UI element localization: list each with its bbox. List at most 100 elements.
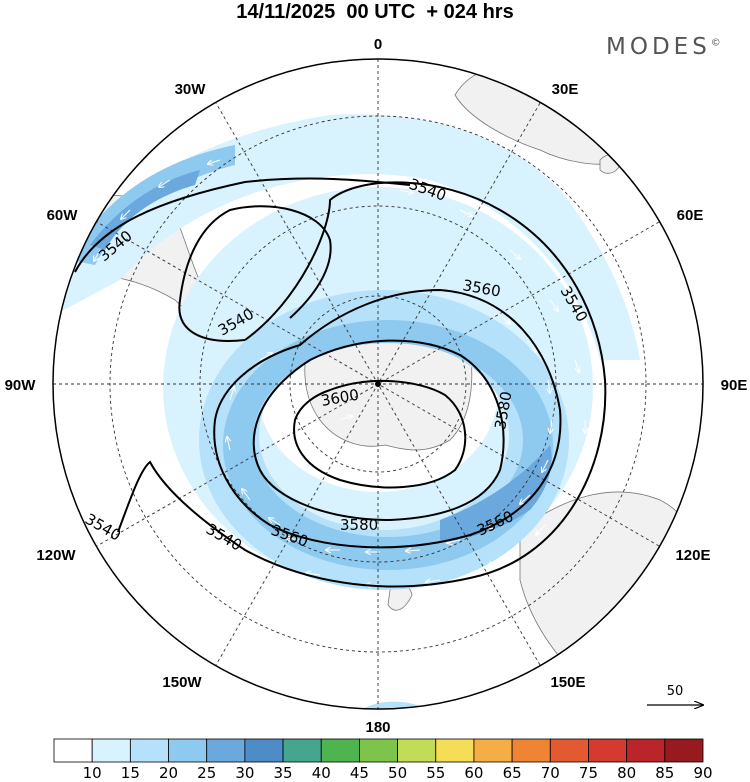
wind-arrow bbox=[488, 559, 501, 566]
reference-vector: 50 bbox=[647, 684, 703, 705]
colorbar-swatch bbox=[168, 738, 208, 763]
modes-logo-text: MODES bbox=[606, 34, 711, 60]
colorbar-label: 70 bbox=[541, 764, 560, 782]
wind-arrow bbox=[121, 209, 131, 219]
colorbar-label: 50 bbox=[388, 764, 407, 782]
lon-label-0: 0 bbox=[374, 36, 382, 53]
colorbar-label: 35 bbox=[274, 764, 293, 782]
wind-arrow bbox=[306, 573, 321, 575]
contour-3540-main bbox=[117, 181, 607, 588]
contour-3540-west bbox=[74, 177, 411, 273]
wind-arrow bbox=[447, 540, 461, 543]
pole-marker bbox=[375, 381, 381, 387]
wind-arrow bbox=[520, 494, 531, 504]
colorbar-swatch bbox=[626, 738, 666, 763]
colorbar-swatch bbox=[359, 738, 398, 763]
lon-label-150e: 150E bbox=[550, 674, 585, 691]
contour-3600 bbox=[293, 379, 467, 489]
colorbar-swatch bbox=[244, 738, 284, 763]
wind-arrow bbox=[478, 409, 480, 421]
wind-shade-jet-core bbox=[440, 445, 552, 540]
lon-label-60w: 60W bbox=[47, 207, 79, 224]
colorbar-swatch bbox=[511, 738, 551, 763]
wind-arrow bbox=[286, 538, 301, 540]
wind-arrow bbox=[242, 489, 251, 501]
colorbar-label: 30 bbox=[235, 764, 254, 782]
colorbar-swatch bbox=[53, 738, 93, 763]
contour-3540-loop bbox=[178, 205, 332, 342]
colorbar-swatch bbox=[91, 738, 131, 763]
wind-arrow bbox=[550, 419, 552, 433]
wind-arrow bbox=[399, 190, 413, 193]
colorbar: 10 15 20 25 30 35 40 45 50 55 60 65 70 75 80 85 90 bbox=[53, 738, 713, 782]
land-australia bbox=[519, 491, 703, 693]
colorbar-swatch bbox=[320, 738, 360, 763]
wind-arrow bbox=[570, 479, 576, 492]
lon-label-60e: 60E bbox=[677, 207, 704, 224]
colorbar-label: 15 bbox=[121, 764, 140, 782]
wind-arrow bbox=[279, 192, 293, 195]
lon-label-30w: 30W bbox=[175, 81, 207, 98]
lon-label-90e: 90E bbox=[721, 377, 748, 394]
wind-arrow bbox=[529, 339, 536, 352]
lon-label-120w: 120W bbox=[36, 547, 76, 564]
colorbar-swatch bbox=[473, 738, 513, 763]
wind-arrow bbox=[509, 249, 520, 259]
wind-arrow bbox=[339, 416, 352, 421]
wind-arrow bbox=[548, 379, 550, 393]
wind-arrow bbox=[259, 353, 272, 361]
wind-arrow bbox=[229, 387, 234, 401]
colorbar-label: 85 bbox=[655, 764, 674, 782]
wind-arrow bbox=[536, 524, 546, 535]
colorbar-label: 90 bbox=[693, 764, 712, 782]
colorbar-swatch bbox=[588, 738, 628, 763]
reference-vector-value: 50 bbox=[667, 684, 684, 699]
wind-speed-shading bbox=[53, 114, 640, 709]
colorbar-label: 60 bbox=[464, 764, 483, 782]
lon-label-30e: 30E bbox=[552, 81, 579, 98]
colorbar-swatch bbox=[129, 738, 169, 763]
colorbar-label: 75 bbox=[579, 764, 598, 782]
map-title: 14/11/2025 00 UTC + 024 hrs bbox=[236, 1, 514, 23]
lon-label-180: 180 bbox=[365, 719, 390, 736]
colorbar-label: 25 bbox=[197, 764, 216, 782]
height-contours bbox=[74, 177, 607, 588]
wind-arrow bbox=[269, 518, 281, 526]
colorbar-swatch bbox=[282, 738, 322, 763]
colorbar-label: 55 bbox=[426, 764, 445, 782]
wind-shade-west-core bbox=[90, 170, 200, 250]
wind-arrow bbox=[574, 359, 579, 372]
contour-label: 3580 bbox=[340, 516, 378, 534]
lon-label-150w: 150W bbox=[162, 674, 202, 691]
longitude-labels: 0 30E 60E 90E 120E 150E 180 150W 120W 90… bbox=[5, 36, 748, 736]
modes-logo: MODES© bbox=[606, 34, 721, 60]
wind-arrow bbox=[499, 314, 510, 324]
colorbar-label: 10 bbox=[83, 764, 102, 782]
wind-arrow bbox=[459, 209, 472, 216]
colorbar-label: 45 bbox=[350, 764, 369, 782]
colorbar-swatch bbox=[549, 738, 589, 763]
wind-arrow bbox=[549, 299, 558, 311]
colorbar-label: 65 bbox=[503, 764, 522, 782]
map-border bbox=[52, 58, 704, 710]
wind-arrow bbox=[406, 550, 421, 551]
colorbar-swatch bbox=[435, 738, 475, 763]
wind-arrow bbox=[94, 249, 101, 261]
wind-arrow bbox=[208, 159, 221, 164]
wind-arrow bbox=[542, 459, 549, 472]
colorbar-label: 40 bbox=[312, 764, 331, 782]
colorbar-label: 20 bbox=[159, 764, 178, 782]
lon-label-90w: 90W bbox=[5, 377, 37, 394]
contour-3560 bbox=[213, 288, 562, 549]
wind-arrow bbox=[159, 179, 171, 187]
wind-arrow bbox=[426, 580, 441, 582]
contour-3580 bbox=[252, 339, 505, 522]
colorbar-swatch bbox=[397, 738, 437, 763]
copyright-mark: © bbox=[710, 37, 721, 49]
lon-label-120e: 120E bbox=[675, 547, 710, 564]
wind-arrow bbox=[227, 437, 230, 451]
colorbar-swatch bbox=[206, 738, 246, 763]
colorbar-swatch bbox=[664, 738, 704, 763]
colorbar-label: 80 bbox=[617, 764, 636, 782]
